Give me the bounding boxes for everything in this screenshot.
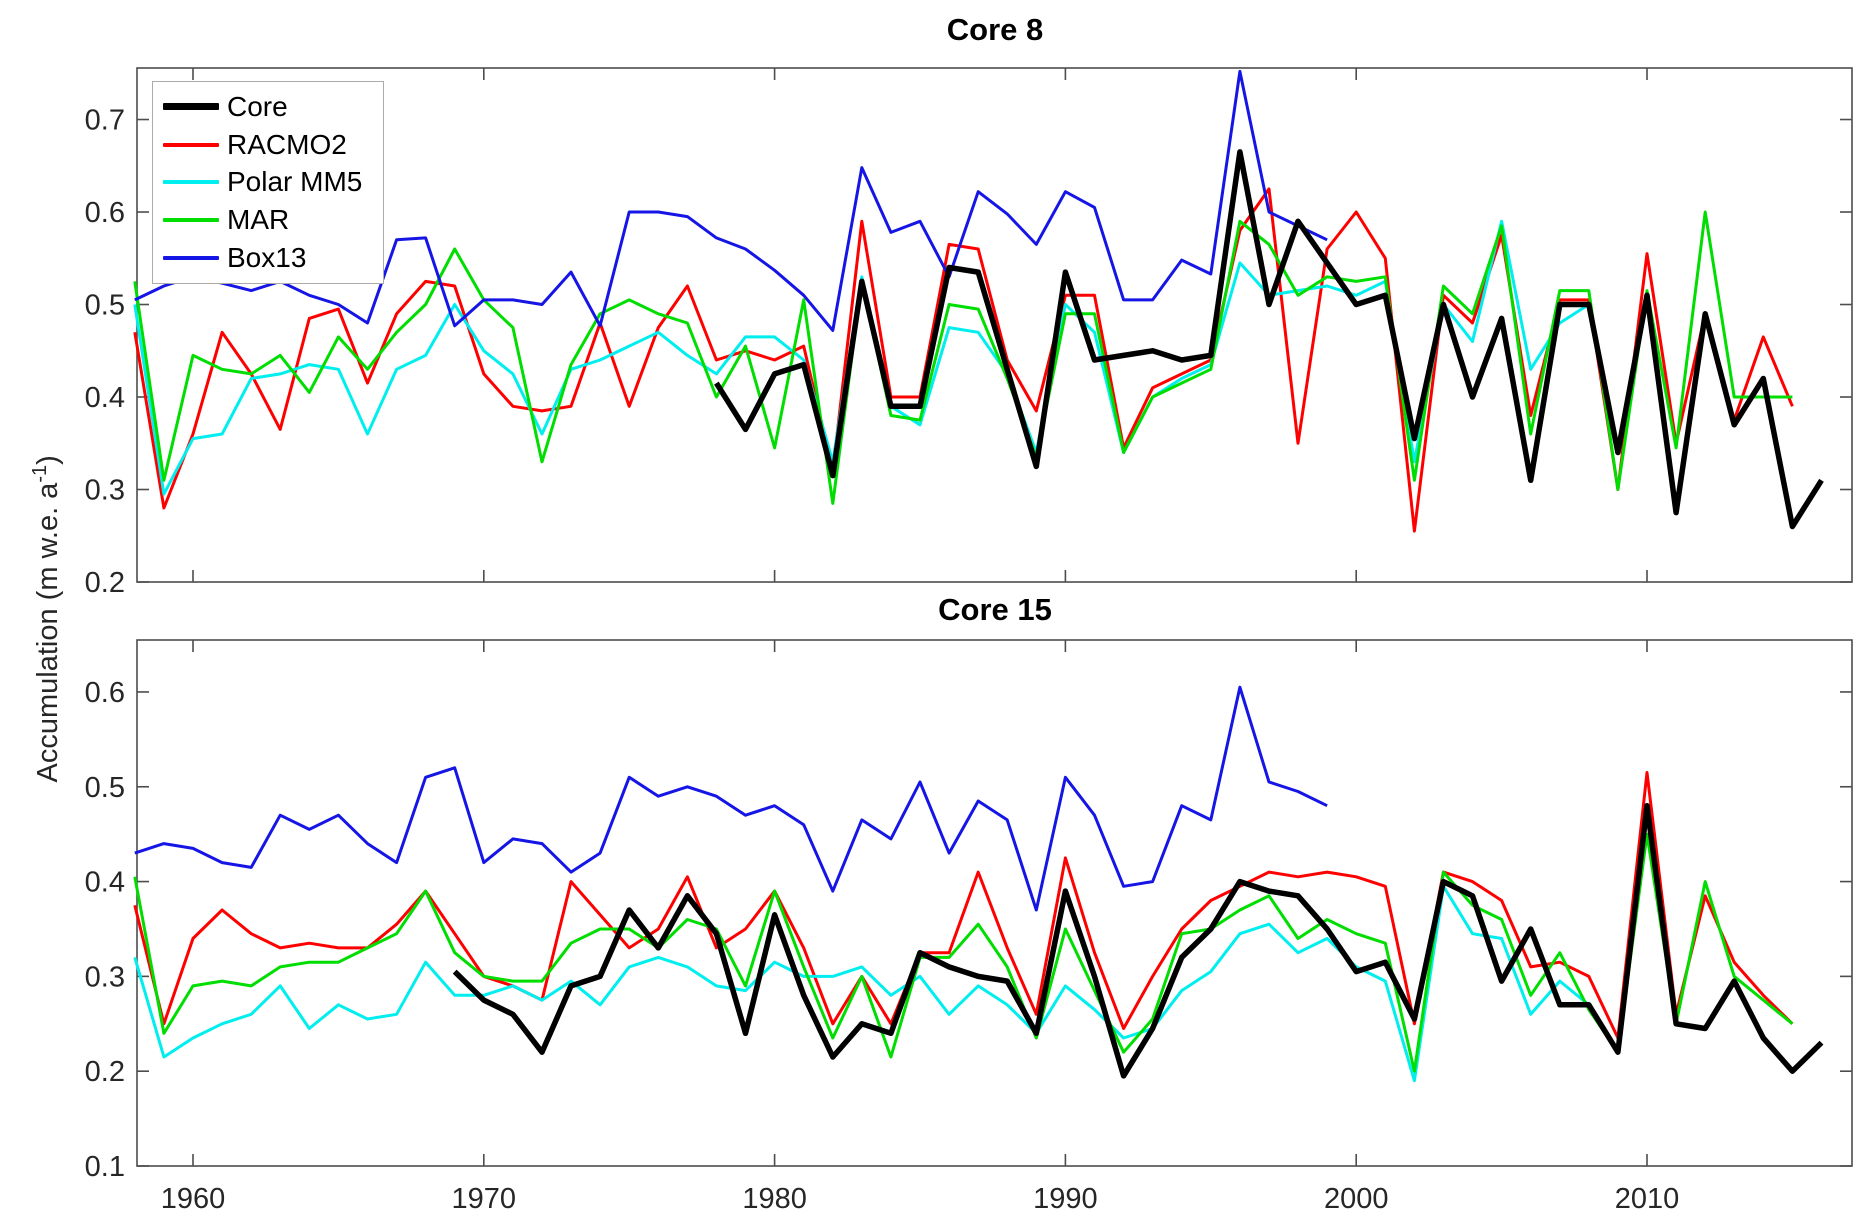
axis-ticks: 0.2 0.3 0.4 0.5 0.6 0.7 bbox=[85, 68, 1852, 599]
series-line-racmo2 bbox=[133, 771, 1794, 1040]
y-tick-label: 0.6 bbox=[85, 677, 125, 709]
y-tick-label: 0.2 bbox=[85, 1056, 125, 1088]
legend-item-box13: Box13 bbox=[163, 240, 383, 276]
y-axis-label-text: Accumulation (m w.e. a bbox=[31, 482, 64, 783]
series-line-polar-mm5 bbox=[133, 884, 1590, 1083]
x-tick-label: 2000 bbox=[1324, 1183, 1389, 1215]
y-tick-label: 0.2 bbox=[85, 567, 125, 599]
x-tick-label: 1990 bbox=[1033, 1183, 1098, 1215]
legend-line-swatch-core bbox=[163, 103, 219, 111]
panel-core-8: 0.2 0.3 0.4 0.5 0.6 0.7 bbox=[85, 67, 1853, 599]
x-tick-label: 1960 bbox=[161, 1183, 226, 1215]
axes-box bbox=[136, 639, 1853, 1167]
panel-core-15: 0.1 0.2 0.3 0.4 0.5 0.6 1960 1970 1980 1990 2000 20… bbox=[85, 639, 1853, 1215]
legend-item-core: Core bbox=[163, 89, 383, 125]
legend-box: Core RACMO2 Polar MM5 MAR Box13 bbox=[152, 81, 384, 284]
y-tick-label: 0.4 bbox=[85, 382, 125, 414]
y-tick-label: 0.4 bbox=[85, 867, 125, 899]
y-tick-label: 0.3 bbox=[85, 961, 125, 993]
axis-ticks: 0.1 0.2 0.3 0.4 0.5 0.6 1960 1970 1980 1990 2000 20… bbox=[85, 640, 1852, 1215]
y-tick-label: 0.1 bbox=[85, 1151, 125, 1183]
series-line-core bbox=[452, 802, 1824, 1079]
x-tick-label: 2010 bbox=[1615, 1183, 1680, 1215]
y-tick-label: 0.3 bbox=[85, 475, 125, 507]
y-axis-label-superscript: -1 bbox=[29, 464, 52, 483]
legend-item-racmo2: RACMO2 bbox=[163, 127, 383, 163]
legend-label: Polar MM5 bbox=[227, 166, 363, 198]
series-line-mar bbox=[133, 210, 1793, 505]
panel-title-core15: Core 15 bbox=[938, 592, 1052, 627]
y-axis-label: Accumulation (m w.e. a-1) bbox=[29, 339, 65, 899]
y-tick-label: 0.5 bbox=[85, 290, 125, 322]
legend-label: Core bbox=[227, 90, 288, 122]
x-tick-label: 1970 bbox=[452, 1183, 517, 1215]
y-axis-label-suffix: ) bbox=[31, 455, 64, 465]
legend-line-swatch-racmo2 bbox=[163, 142, 219, 147]
y-tick-label: 0.7 bbox=[85, 105, 125, 137]
legend-label: RACMO2 bbox=[227, 128, 347, 160]
legend-line-swatch-polar-mm5 bbox=[163, 180, 219, 185]
legend-item-mar: MAR bbox=[163, 202, 383, 238]
legend-line-swatch-box13 bbox=[163, 256, 219, 261]
series-line-mar bbox=[133, 832, 1794, 1073]
legend-item-polar-mm5: Polar MM5 bbox=[163, 164, 383, 200]
legend-label: Box13 bbox=[227, 242, 307, 274]
y-tick-label: 0.6 bbox=[85, 197, 125, 229]
series-line-core bbox=[714, 149, 1824, 530]
legend-label: MAR bbox=[227, 204, 290, 236]
panel-title-core8: Core 8 bbox=[946, 12, 1044, 47]
legend-line-swatch-mar bbox=[163, 218, 219, 223]
series-line-box13 bbox=[134, 69, 1328, 332]
y-tick-label: 0.5 bbox=[85, 772, 125, 804]
series-line-box13 bbox=[134, 685, 1328, 912]
x-tick-label: 1980 bbox=[742, 1183, 807, 1215]
